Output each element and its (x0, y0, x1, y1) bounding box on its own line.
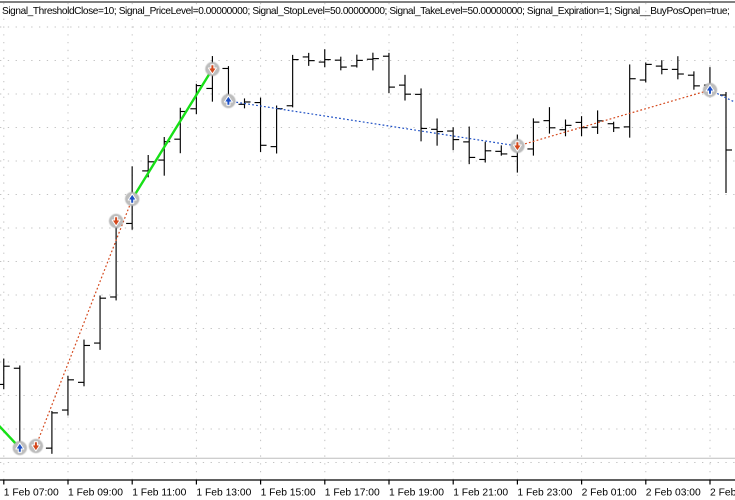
svg-text:2 Feb 03:00: 2 Feb 03:00 (646, 488, 701, 499)
svg-text:2 Feb: 2 Feb (710, 488, 735, 499)
svg-text:1 Feb 21:00: 1 Feb 21:00 (453, 488, 508, 499)
svg-text:1 Feb 11:00: 1 Feb 11:00 (132, 488, 186, 499)
svg-text:1 Feb 15:00: 1 Feb 15:00 (261, 488, 316, 499)
svg-text:1 Feb 17:00: 1 Feb 17:00 (325, 488, 380, 499)
svg-text:1 Feb 07:00: 1 Feb 07:00 (4, 488, 59, 499)
svg-text:1 Feb 23:00: 1 Feb 23:00 (517, 488, 572, 499)
svg-text:1 Feb 09:00: 1 Feb 09:00 (68, 488, 123, 499)
svg-text:1 Feb 13:00: 1 Feb 13:00 (196, 488, 251, 499)
svg-text:1 Feb 19:00: 1 Feb 19:00 (389, 488, 444, 499)
svg-text:2 Feb 01:00: 2 Feb 01:00 (582, 488, 637, 499)
